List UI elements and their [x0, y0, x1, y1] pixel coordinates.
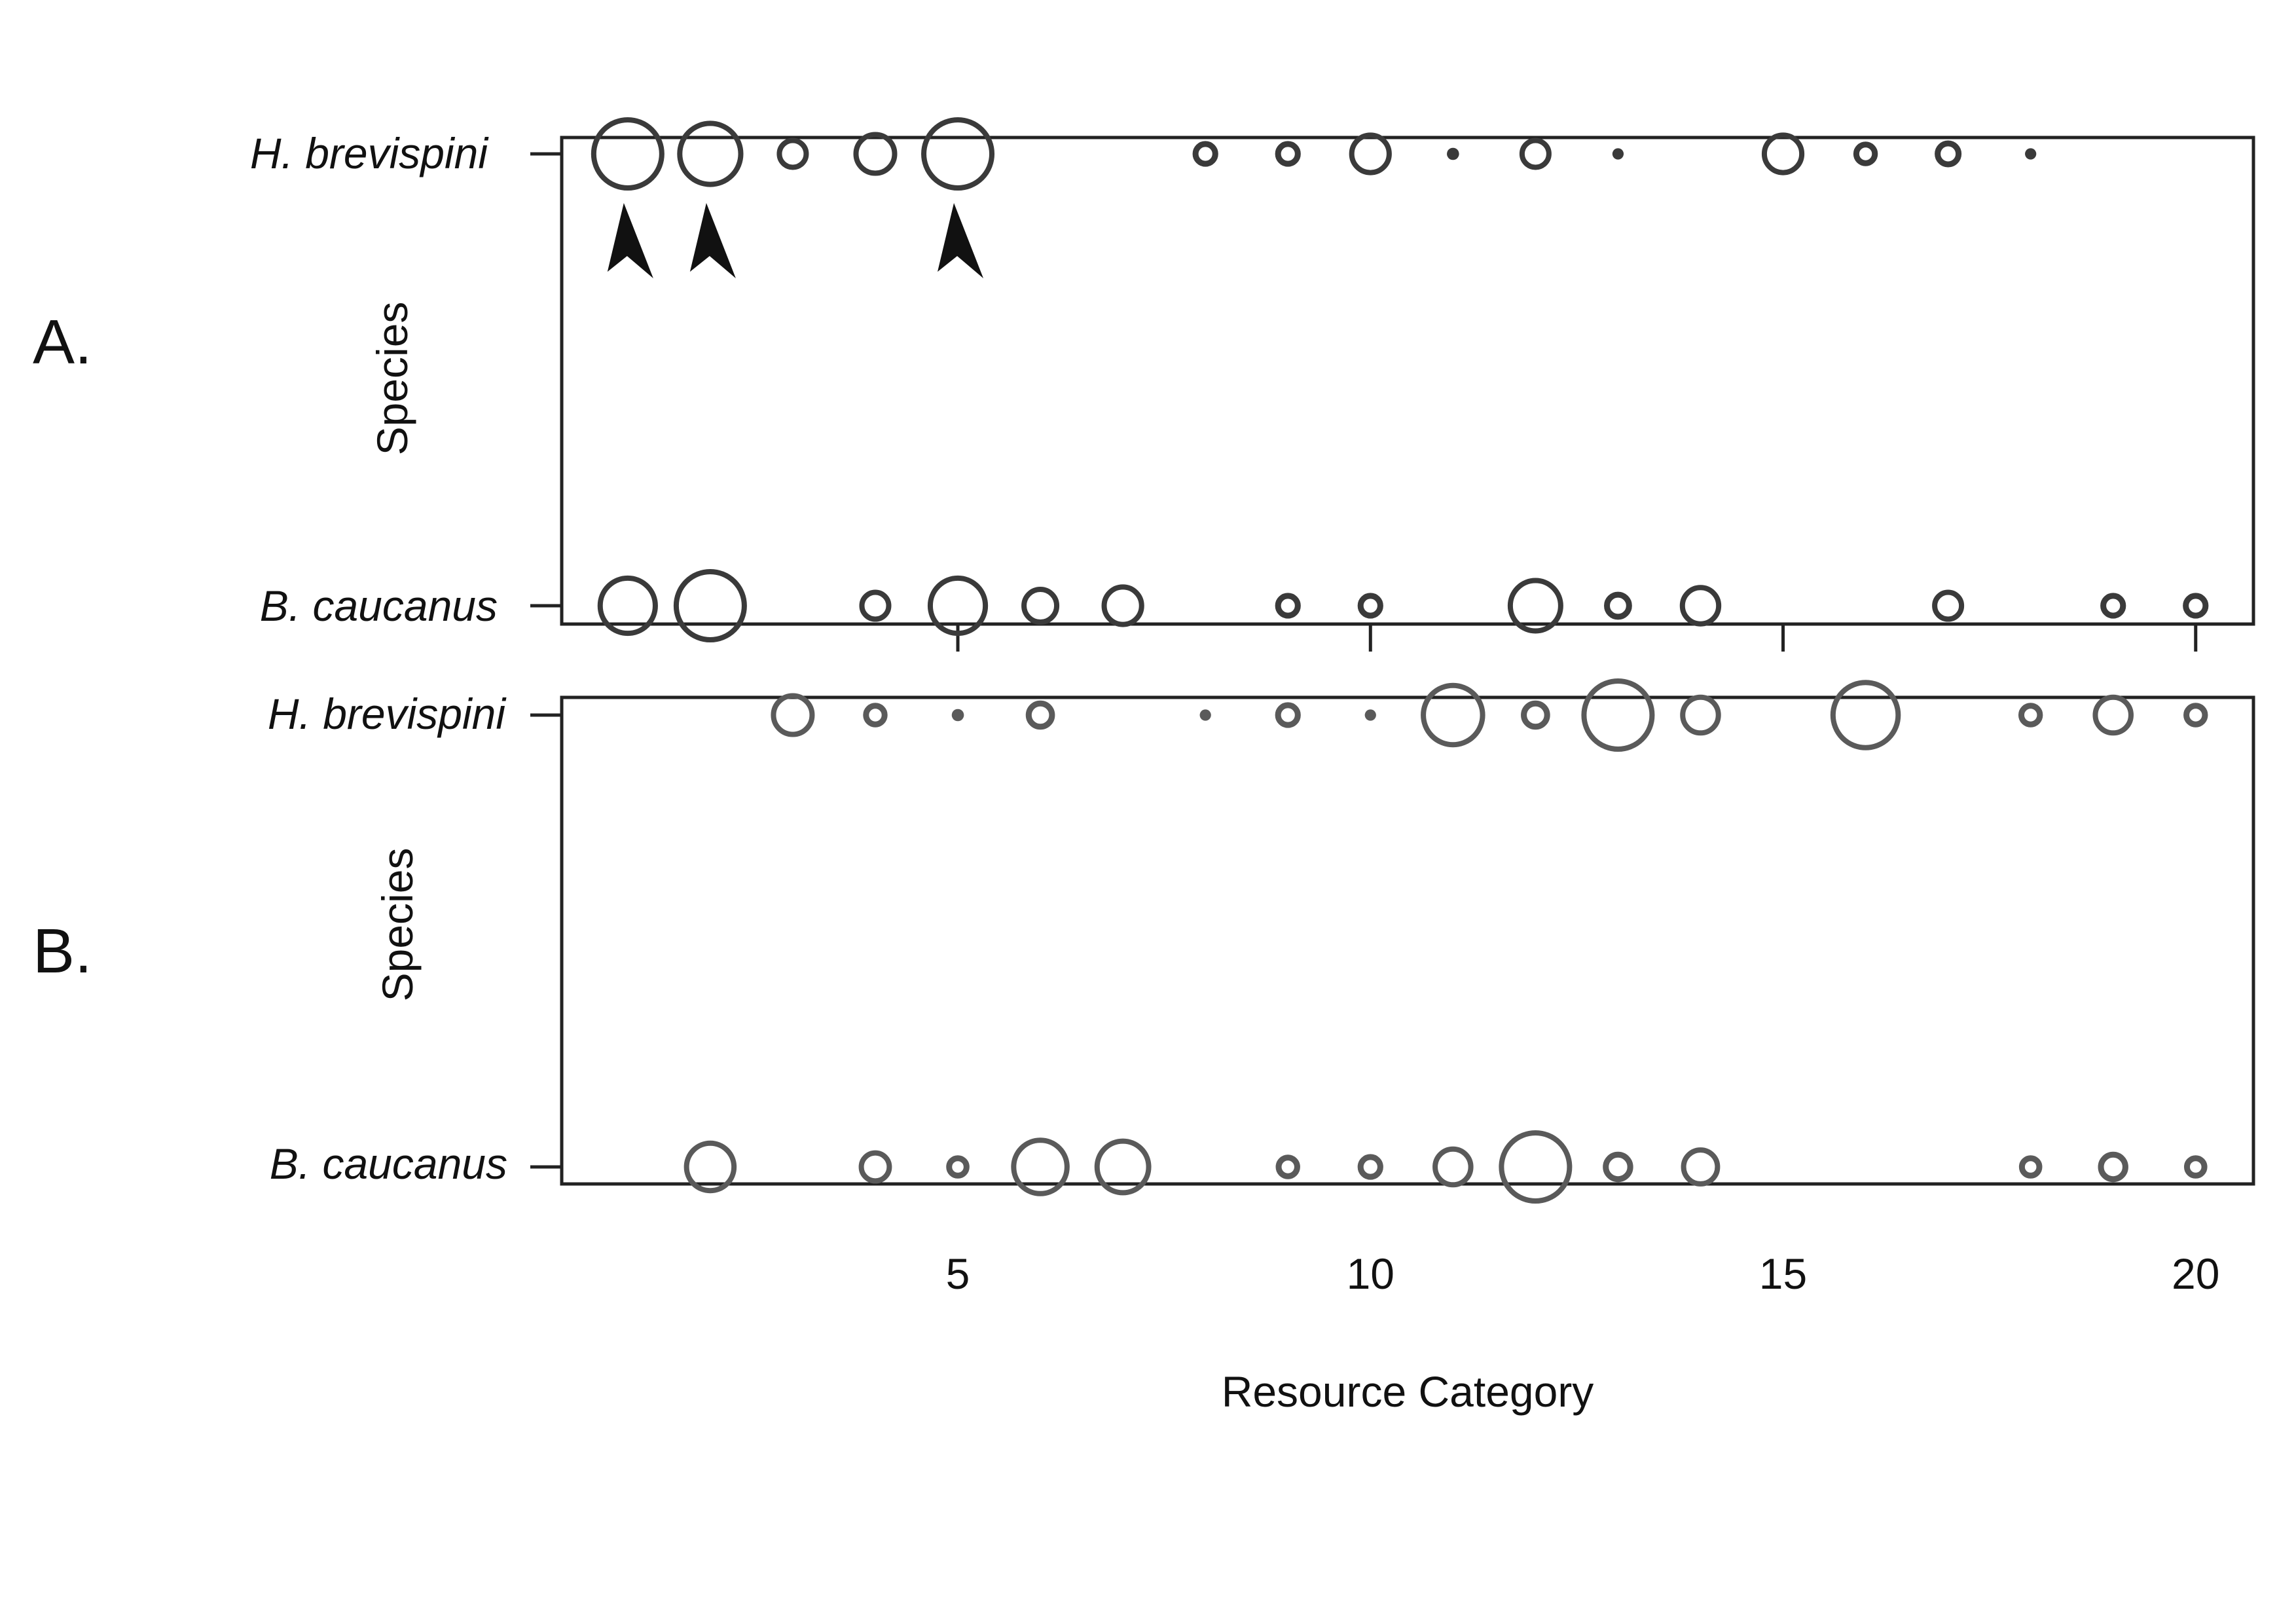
panel-b-bubble-b-caucanus-cat-14: [1681, 1147, 1721, 1187]
panel-a-bubble-b-caucanus-cat-7: [1101, 584, 1144, 627]
panel-a-bubble-h-brevispini-cat-4: [853, 132, 898, 176]
panel-a-bubble-h-brevispini-cat-2: [677, 120, 744, 187]
panel-a-bubble-b-caucanus-cat-2: [673, 569, 747, 642]
x-axis-title: Resource Category: [1222, 1367, 1594, 1416]
panel-b-bubble-h-brevispini-cat-12: [1521, 700, 1550, 730]
panel-a-plot-frame: [560, 136, 2255, 626]
panel-b-y-axis-title: Species: [373, 848, 422, 1002]
panel-a-bubble-h-brevispini-cat-3: [776, 138, 809, 170]
panel-b-bubble-b-caucanus-cat-19: [2098, 1151, 2128, 1183]
panel-b-x-tick-labels: 5 10 15 20: [946, 1249, 2220, 1298]
panel-a: A. Species H. brevispini B. caucanus: [33, 117, 2255, 652]
panel-a-bubble-b-caucanus-cat-12: [1507, 578, 1563, 634]
panel-a-bubble-h-brevispini-cat-10: [1349, 132, 1392, 175]
panel-b-bubble-b-caucanus-cat-2: [683, 1140, 737, 1194]
x-tick-label-5: 5: [946, 1249, 970, 1298]
panel-b-bubble-h-brevispini-cat-5: [951, 709, 964, 722]
panel-b-bubble-h-brevispini-cat-8: [1199, 709, 1211, 721]
panel-b-bubble-h-brevispini-cat-19: [2092, 694, 2134, 736]
x-tick-label-10: 10: [1347, 1249, 1394, 1298]
panel-b-plot-frame: [560, 695, 2255, 1186]
panel-a-x-ticks: [956, 624, 2198, 652]
panel-a-bubble-b-caucanus-cat-19: [2100, 593, 2126, 619]
panel-b-bubble-b-caucanus-cat-9: [1275, 1154, 1300, 1179]
panel-b-bubble-h-brevispini-cat-18: [2018, 703, 2043, 728]
panel-a-bubble-b-caucanus-cat-1: [597, 575, 658, 637]
panel-b-bubble-h-brevispini-cat-6: [1025, 700, 1055, 730]
panel-a-bubble-b-caucanus-cat-6: [1021, 587, 1060, 625]
panel-a-bubble-b-caucanus-cat-13: [1604, 591, 1632, 620]
panel-b-marks: [683, 678, 2208, 1204]
panel-a-y-axis-title: Species: [368, 302, 416, 456]
panel-a-bubble-h-brevispini-cat-9: [1275, 141, 1301, 167]
panel-b-bubble-b-caucanus-cat-7: [1094, 1138, 1152, 1196]
panel-b-bubble-b-caucanus-cat-20: [2183, 1155, 2208, 1179]
panel-b-bubble-h-brevispini-cat-20: [2183, 703, 2208, 728]
panel-b-bubble-h-brevispini-cat-11: [1421, 682, 1485, 748]
panel-a-bubble-h-brevispini-cat-11: [1447, 147, 1459, 160]
panel-b-bubble-b-caucanus-cat-18: [2018, 1155, 2043, 1179]
arrowhead-icon-cat-2: [689, 203, 736, 278]
panel-a-bubble-b-caucanus-cat-17: [1932, 589, 1965, 622]
panel-a-bubble-b-caucanus-cat-10: [1357, 593, 1383, 619]
panel-b-bubble-b-caucanus-cat-5: [946, 1155, 970, 1179]
panel-b: B. Species H. brevispini B. caucanus 5 10…: [33, 678, 2255, 1416]
panel-b-bubble-b-caucanus-cat-11: [1432, 1146, 1474, 1188]
x-tick-label-20: 20: [2172, 1249, 2219, 1298]
panel-a-bubble-b-caucanus-cat-9: [1275, 593, 1301, 619]
panel-a-bubble-h-brevispini-cat-18: [2025, 148, 2037, 160]
panel-b-bubble-h-brevispini-cat-9: [1275, 702, 1301, 728]
panel-b-bubble-b-caucanus-cat-10: [1357, 1154, 1383, 1180]
panel-a-bubble-b-caucanus-cat-5: [927, 575, 989, 637]
panel-a-bubble-h-brevispini-cat-13: [1612, 148, 1624, 160]
panel-letter-b: B.: [33, 916, 92, 986]
panel-b-bubble-h-brevispini-cat-16: [1830, 680, 1901, 750]
panel-b-bubble-b-caucanus-cat-4: [858, 1150, 892, 1184]
panel-a-species-label-b-caucanus: B. caucanus: [260, 581, 498, 630]
arrowhead-icon-cat-1: [607, 203, 653, 278]
panel-b-bubble-h-brevispini-cat-14: [1680, 694, 1721, 736]
panel-letter-a: A.: [33, 307, 92, 377]
panel-a-bubble-b-caucanus-cat-4: [859, 589, 892, 622]
panel-a-bubble-h-brevispini-cat-12: [1519, 138, 1552, 170]
panel-b-bubble-h-brevispini-cat-4: [863, 703, 888, 728]
panel-a-bubble-h-brevispini-cat-5: [921, 117, 995, 191]
panel-b-species-label-b-caucanus: B. caucanus: [270, 1139, 507, 1188]
panel-a-bubble-h-brevispini-cat-1: [591, 117, 665, 191]
panel-b-bubble-b-caucanus-cat-12: [1499, 1130, 1573, 1204]
panel-b-bubble-h-brevispini-cat-3: [771, 693, 815, 737]
panel-a-bubble-b-caucanus-cat-20: [2183, 593, 2209, 619]
panel-a-bubble-b-caucanus-cat-14: [1679, 585, 1722, 627]
panel-b-bubble-b-caucanus-cat-6: [1011, 1137, 1070, 1196]
panel-a-species-label-h-brevispini: H. brevispini: [250, 129, 489, 177]
panel-b-bubble-h-brevispini-cat-10: [1364, 709, 1376, 721]
panel-a-bubble-h-brevispini-cat-16: [1853, 141, 1878, 166]
panel-b-bubble-b-caucanus-cat-13: [1603, 1151, 1633, 1183]
panel-a-arrowheads: [607, 203, 984, 278]
panel-a-bubble-h-brevispini-cat-17: [1935, 140, 1962, 168]
panel-a-bubble-h-brevispini-cat-8: [1192, 141, 1218, 167]
panel-a-marks: [591, 117, 2209, 642]
panel-a-bubble-h-brevispini-cat-15: [1761, 132, 1805, 175]
arrowhead-icon-cat-5: [938, 203, 984, 278]
x-tick-label-15: 15: [1759, 1249, 1807, 1298]
panel-b-species-label-h-brevispini: H. brevispini: [268, 690, 507, 738]
panel-b-bubble-h-brevispini-cat-13: [1581, 678, 1655, 752]
